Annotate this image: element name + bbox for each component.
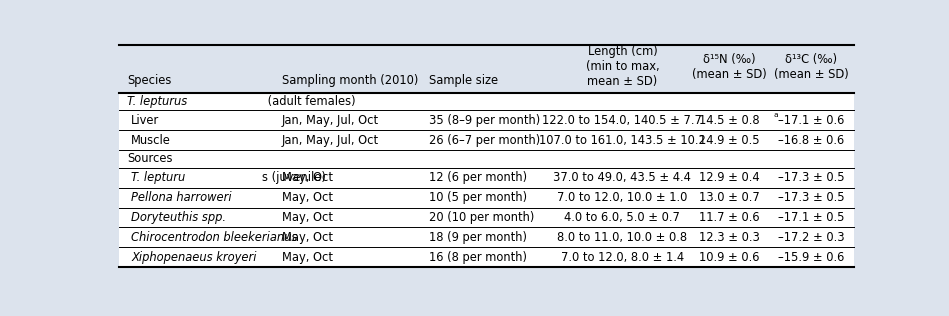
Text: 16 (8 per month): 16 (8 per month) [429,251,527,264]
Text: 14.9 ± 0.5: 14.9 ± 0.5 [698,134,759,147]
Text: –15.9 ± 0.6: –15.9 ± 0.6 [778,251,845,264]
Text: –17.3 ± 0.5: –17.3 ± 0.5 [778,191,845,204]
Text: Liver: Liver [131,114,159,127]
Text: Jan, May, Jul, Oct: Jan, May, Jul, Oct [282,114,379,127]
Text: –17.2 ± 0.3: –17.2 ± 0.3 [778,231,845,244]
Text: 35 (8–9 per month): 35 (8–9 per month) [429,114,540,127]
Text: 4.0 to 6.0, 5.0 ± 0.7: 4.0 to 6.0, 5.0 ± 0.7 [565,211,680,224]
Text: δ¹³C (‰)
(mean ± SD): δ¹³C (‰) (mean ± SD) [774,53,848,81]
Text: Chirocentrodon bleekerianus: Chirocentrodon bleekerianus [131,231,297,244]
Text: T. lepturus: T. lepturus [127,95,188,108]
Text: 12.9 ± 0.4: 12.9 ± 0.4 [698,171,759,184]
Text: 37.0 to 49.0, 43.5 ± 4.4: 37.0 to 49.0, 43.5 ± 4.4 [553,171,692,184]
Text: 10 (5 per month): 10 (5 per month) [429,191,527,204]
Text: May, Oct: May, Oct [282,171,333,184]
Text: δ¹⁵N (‰)
(mean ± SD): δ¹⁵N (‰) (mean ± SD) [692,53,767,81]
Text: Sampling month (2010): Sampling month (2010) [282,74,419,87]
Bar [119,45,854,93]
Text: T. lepturu: T. lepturu [131,171,185,184]
Text: Pellona harroweri: Pellona harroweri [131,191,232,204]
Text: Doryteuthis spp.: Doryteuthis spp. [131,211,226,224]
Text: May, Oct: May, Oct [282,231,333,244]
Text: 107.0 to 161.0, 143.5 ± 10.2: 107.0 to 161.0, 143.5 ± 10.2 [539,134,706,147]
Text: 13.0 ± 0.7: 13.0 ± 0.7 [698,191,759,204]
Text: –17.3 ± 0.5: –17.3 ± 0.5 [778,171,845,184]
Text: 20 (10 per month): 20 (10 per month) [429,211,534,224]
Text: 7.0 to 12.0, 10.0 ± 1.0: 7.0 to 12.0, 10.0 ± 1.0 [557,191,688,204]
Text: 10.9 ± 0.6: 10.9 ± 0.6 [698,251,759,264]
Text: May, Oct: May, Oct [282,251,333,264]
Text: –17.1 ± 0.5: –17.1 ± 0.5 [778,211,845,224]
Text: 122.0 to 154.0, 140.5 ± 7.7: 122.0 to 154.0, 140.5 ± 7.7 [543,114,702,127]
Text: s (juvenile): s (juvenile) [262,171,326,184]
Text: Sample size: Sample size [429,74,498,87]
Text: (adult females): (adult females) [264,95,356,108]
Text: 26 (6–7 per month): 26 (6–7 per month) [429,134,540,147]
Text: 12 (6 per month): 12 (6 per month) [429,171,527,184]
Text: Species: Species [127,74,172,87]
Text: 11.7 ± 0.6: 11.7 ± 0.6 [698,211,759,224]
Text: Length (cm)
(min to max,
mean ± SD): Length (cm) (min to max, mean ± SD) [586,46,660,88]
Text: 18 (9 per month): 18 (9 per month) [429,231,527,244]
Text: Muscle: Muscle [131,134,171,147]
Text: Jan, May, Jul, Oct: Jan, May, Jul, Oct [282,134,379,147]
Text: Xiphopenaeus kroyeri: Xiphopenaeus kroyeri [131,251,256,264]
Text: –17.1 ± 0.6: –17.1 ± 0.6 [778,114,845,127]
Text: 14.5 ± 0.8: 14.5 ± 0.8 [698,114,759,127]
Text: 12.3 ± 0.3: 12.3 ± 0.3 [698,231,759,244]
Text: –16.8 ± 0.6: –16.8 ± 0.6 [778,134,845,147]
Bar [119,93,854,267]
Text: 8.0 to 11.0, 10.0 ± 0.8: 8.0 to 11.0, 10.0 ± 0.8 [557,231,687,244]
Text: Sources: Sources [127,152,173,165]
Text: 7.0 to 12.0, 8.0 ± 1.4: 7.0 to 12.0, 8.0 ± 1.4 [561,251,684,264]
Text: May, Oct: May, Oct [282,211,333,224]
Text: a: a [774,112,778,118]
Text: May, Oct: May, Oct [282,191,333,204]
